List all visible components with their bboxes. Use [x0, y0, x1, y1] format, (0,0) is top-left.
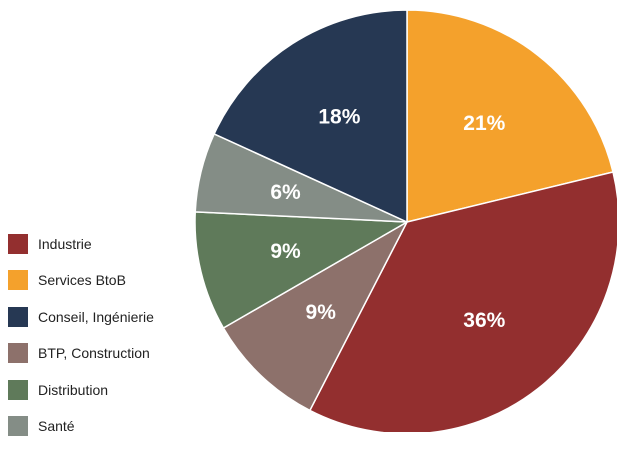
legend-label-distribution: Distribution: [38, 381, 109, 398]
pie-slice-services-btob: [406, 9, 614, 223]
pie-chart: 21% 36% 9% 9% 6% 18%: [194, 9, 617, 432]
legend-swatch-services-btob: [8, 270, 28, 291]
legend-item-btp-construction: BTP, Construction: [8, 342, 154, 364]
legend-label-industrie: Industrie: [38, 236, 92, 252]
slice-label-sante: 6%: [270, 181, 301, 204]
legend-item-sante: Santé: [8, 415, 154, 437]
legend-item-services-btob: Services BtoB: [8, 269, 154, 291]
legend-label-services-btob: Services BtoB: [38, 272, 126, 289]
pie-slice-conseil-ingenierie: [213, 9, 408, 223]
legend-swatch-distribution: [8, 379, 28, 400]
pie-slice-distribution: [194, 211, 408, 329]
pie-slice-industrie: [309, 171, 617, 432]
legend-swatch-sante: [8, 415, 28, 436]
legend-swatch-btp-construction: [8, 343, 28, 364]
slice-label-services-btob: 21%: [463, 112, 505, 135]
legend-item-distribution: Distribution: [8, 379, 154, 401]
slice-label-industrie: 36%: [463, 309, 505, 332]
legend-label-conseil-ingenierie: Conseil, Ingénierie: [38, 308, 154, 325]
slice-label-conseil-ingenierie: 18%: [318, 105, 360, 128]
legend-label-btp-construction: BTP, Construction: [38, 345, 150, 362]
legend-swatch-conseil-ingenierie: [8, 306, 28, 327]
slice-label-distribution: 9%: [270, 240, 301, 263]
legend-item-conseil-ingenierie: Conseil, Ingénierie: [8, 306, 154, 328]
legend-item-industrie: Industrie: [8, 233, 154, 255]
pie-slice-btp-construction: [222, 221, 408, 412]
legend-label-sante: Santé: [38, 417, 75, 434]
legend: Industrie Services BtoB Conseil, Ingénie…: [8, 233, 154, 451]
legend-swatch-industrie: [8, 234, 28, 254]
slice-label-btp-construction: 9%: [306, 301, 337, 324]
